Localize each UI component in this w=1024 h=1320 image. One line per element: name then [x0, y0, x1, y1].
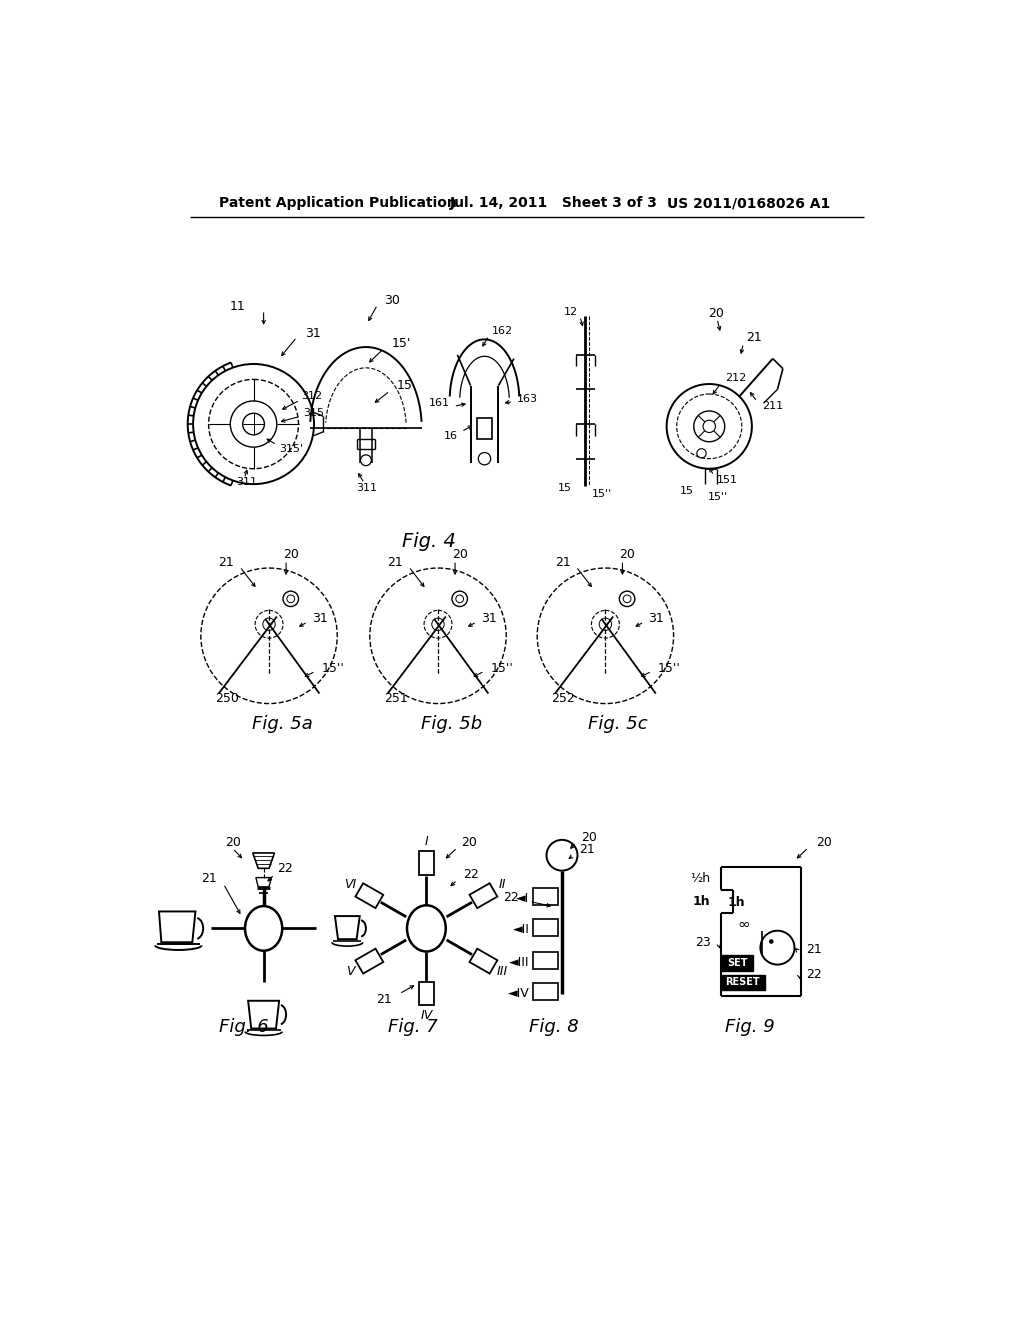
FancyBboxPatch shape: [721, 956, 754, 970]
Text: 211: 211: [762, 401, 783, 412]
Text: 22: 22: [278, 862, 293, 875]
Text: 311: 311: [237, 477, 257, 487]
Text: 315: 315: [303, 408, 325, 417]
Text: 30: 30: [384, 293, 399, 306]
Text: 311: 311: [356, 483, 377, 492]
FancyBboxPatch shape: [477, 418, 493, 440]
Text: 250: 250: [215, 693, 239, 705]
Text: 22: 22: [464, 869, 479, 880]
Text: Fig. 4: Fig. 4: [401, 532, 456, 552]
Text: 20: 20: [283, 548, 299, 561]
Text: ½h: ½h: [690, 871, 710, 884]
Text: I: I: [425, 834, 428, 847]
Text: 15: 15: [680, 486, 694, 496]
Ellipse shape: [407, 906, 445, 952]
Text: 21: 21: [555, 556, 570, 569]
Text: V: V: [346, 965, 354, 978]
Text: SET: SET: [727, 958, 748, 968]
Text: 212: 212: [725, 372, 746, 383]
Text: 21: 21: [387, 556, 403, 569]
Text: ◄II: ◄II: [513, 923, 529, 936]
Text: 1h: 1h: [692, 895, 710, 908]
Text: Patent Application Publication: Patent Application Publication: [219, 197, 457, 210]
Text: II: II: [499, 878, 506, 891]
Text: 21: 21: [202, 871, 217, 884]
Text: 163: 163: [517, 393, 538, 404]
Text: 20: 20: [225, 836, 241, 849]
Text: 21: 21: [579, 843, 595, 857]
Text: ◄I: ◄I: [516, 892, 529, 906]
Text: 22: 22: [806, 968, 822, 981]
Text: Fig. 5c: Fig. 5c: [589, 715, 648, 734]
Text: RESET: RESET: [725, 977, 760, 987]
Text: 15'': 15'': [322, 661, 345, 675]
Text: 315': 315': [280, 445, 303, 454]
Text: 31: 31: [305, 327, 321, 341]
Text: 16: 16: [444, 430, 458, 441]
Text: Fig. 5a: Fig. 5a: [252, 715, 312, 734]
Ellipse shape: [245, 906, 283, 950]
Text: 251: 251: [384, 693, 408, 705]
Text: 15'': 15'': [592, 490, 611, 499]
Text: 15'': 15'': [708, 492, 728, 502]
Text: Fig. 7: Fig. 7: [388, 1018, 437, 1036]
Text: 21: 21: [806, 944, 822, 957]
Text: VI: VI: [344, 878, 356, 891]
Text: 20: 20: [620, 548, 635, 561]
Text: 15': 15': [391, 337, 411, 350]
Text: Fig. 6: Fig. 6: [219, 1018, 269, 1036]
Text: 161: 161: [429, 399, 450, 408]
Text: ◄III: ◄III: [509, 956, 529, 969]
Text: 21: 21: [376, 993, 391, 1006]
Text: 20: 20: [708, 308, 724, 321]
Text: Fig. 9: Fig. 9: [725, 1018, 774, 1036]
Text: 11: 11: [230, 300, 246, 313]
Text: 151: 151: [717, 475, 738, 486]
Circle shape: [761, 931, 795, 965]
Text: 23: 23: [695, 936, 711, 949]
Text: 312: 312: [302, 391, 323, 400]
Text: Fig. 5b: Fig. 5b: [421, 715, 482, 734]
Text: 162: 162: [493, 326, 513, 335]
Text: 31: 31: [311, 612, 328, 626]
Text: 31: 31: [480, 612, 497, 626]
Text: 21: 21: [218, 556, 234, 569]
Text: 20: 20: [816, 836, 833, 849]
Text: 21: 21: [746, 331, 762, 345]
FancyBboxPatch shape: [721, 974, 765, 990]
Text: 15'': 15'': [490, 661, 514, 675]
Text: 20: 20: [582, 832, 597, 843]
Text: 31: 31: [648, 612, 664, 626]
Text: IV: IV: [420, 1008, 432, 1022]
Text: Jul. 14, 2011   Sheet 3 of 3: Jul. 14, 2011 Sheet 3 of 3: [450, 197, 657, 210]
Circle shape: [769, 940, 773, 944]
Text: 252: 252: [551, 693, 574, 705]
Text: 20: 20: [461, 836, 477, 849]
Text: 15: 15: [397, 379, 413, 392]
Text: III: III: [497, 965, 508, 978]
Text: 1h: 1h: [727, 896, 744, 909]
Text: US 2011/0168026 A1: US 2011/0168026 A1: [667, 197, 829, 210]
Text: Fig. 8: Fig. 8: [529, 1018, 580, 1036]
Text: ◄IV: ◄IV: [508, 986, 529, 999]
Text: 22: 22: [504, 891, 519, 904]
Text: 20: 20: [452, 548, 468, 561]
Text: 15'': 15'': [658, 661, 681, 675]
Text: ∞: ∞: [737, 917, 751, 932]
Text: 12: 12: [563, 308, 578, 317]
Text: 15: 15: [558, 483, 572, 492]
